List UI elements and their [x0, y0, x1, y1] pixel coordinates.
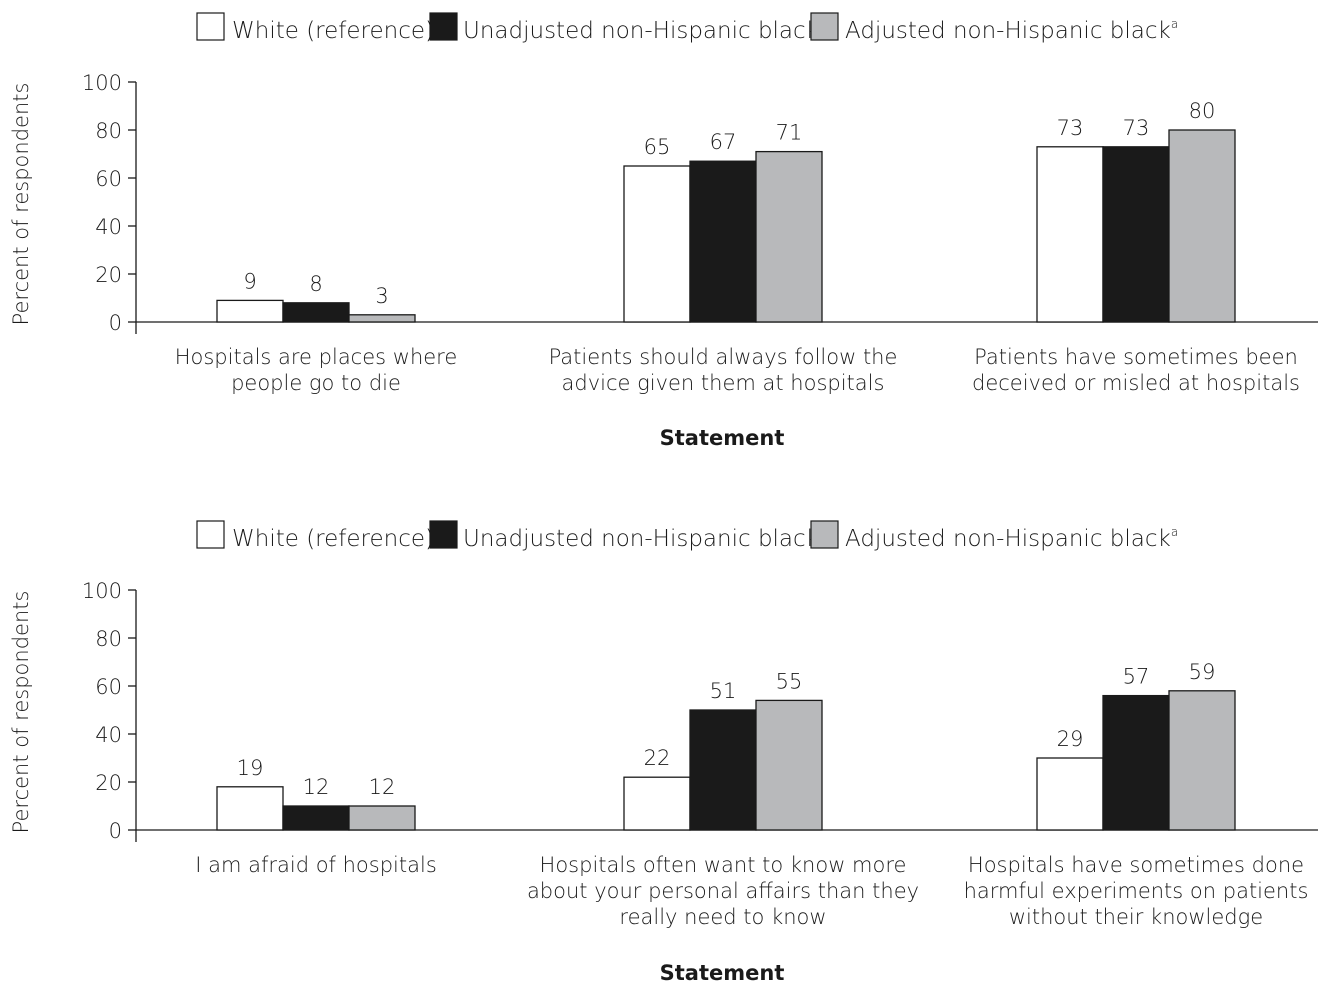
category-label-line: people go to die [231, 371, 401, 395]
data-label-3-series-3: 80 [1189, 99, 1216, 123]
bar-2-series-2 [689, 160, 757, 323]
legend-swatch-2 [429, 520, 458, 549]
data-label-3-series-3: 59 [1189, 660, 1216, 684]
category-label-line: Hospitals are places where [175, 345, 458, 369]
data-label-2-series-2: 67 [710, 130, 737, 154]
category-label-3: Patients have sometimes been deceived or … [972, 345, 1300, 395]
legend-label-1: White (reference) [232, 18, 434, 44]
bar-3-series-1 [1036, 146, 1104, 323]
y-tick-label-80: 80 [95, 119, 122, 143]
data-label-2-series-3: 55 [776, 669, 803, 693]
legend-label-3: Adjusted non-Hispanic blacka [845, 525, 1178, 552]
data-label-3-series-2: 57 [1123, 665, 1150, 689]
y-tick-label-100: 100 [82, 579, 122, 603]
category-label-3: Hospitals have sometimes done harmful exp… [964, 853, 1309, 929]
category-label-line: Hospitals often want to know more [540, 853, 907, 877]
legend-superscript: a [1171, 17, 1178, 31]
category-label-line: Hospitals have sometimes done [968, 853, 1304, 877]
bar-2-series-3 [755, 150, 823, 323]
category-label-1: I am afraid of hospitals [195, 853, 437, 877]
legend: White (reference) Unadjusted non-Hispanic… [196, 12, 1178, 44]
y-tick-label-0: 0 [109, 819, 122, 843]
category-label-line: advice given them at hospitals [562, 371, 885, 395]
category-label-line: deceived or misled at hospitals [972, 371, 1300, 395]
bar-1-series-2 [282, 302, 350, 323]
legend-swatch-1 [196, 12, 225, 41]
data-label-1-series-3: 12 [369, 775, 396, 799]
category-label-line: about your personal affairs than they [527, 879, 919, 903]
category-label-line: without their knowledge [1009, 905, 1263, 929]
category-label-line: really need to know [619, 905, 826, 929]
legend-label-2: Unadjusted non-Hispanic black [463, 526, 819, 552]
bar-3-series-1 [1036, 757, 1104, 831]
y-tick-label-0: 0 [109, 311, 122, 335]
chart-panel-2: White (reference) Unadjusted non-Hispanic… [9, 520, 1318, 984]
legend-swatch-1 [196, 520, 225, 549]
legend-swatch-3 [810, 520, 839, 549]
category-label-line: Patients have sometimes been [974, 345, 1298, 369]
data-label-1-series-2: 8 [309, 272, 322, 296]
legend-swatch-2 [429, 12, 458, 41]
y-tick-label-80: 80 [95, 627, 122, 651]
legend: White (reference) Unadjusted non-Hispanic… [196, 520, 1178, 552]
y-tick-label-20: 20 [95, 263, 122, 287]
category-label-2: Patients should always follow the advice … [549, 345, 898, 395]
legend-superscript: a [1171, 525, 1178, 539]
y-tick-label-20: 20 [95, 771, 122, 795]
bar-2-series-2 [689, 709, 757, 831]
bar-3-series-2 [1102, 694, 1170, 831]
category-label-1: Hospitals are places where people go to d… [175, 345, 458, 395]
bar-1-series-3 [348, 314, 416, 323]
bar-1-series-1 [216, 299, 284, 323]
data-label-2-series-1: 65 [644, 135, 671, 159]
data-label-1-series-2: 12 [303, 775, 330, 799]
bar-2-series-1 [623, 776, 691, 831]
data-label-3-series-1: 73 [1057, 116, 1084, 140]
y-tick-label-40: 40 [95, 215, 122, 239]
data-label-1-series-3: 3 [375, 284, 388, 308]
y-tick-label-100: 100 [82, 71, 122, 95]
bar-1-series-1 [216, 786, 284, 831]
category-label-line: I am afraid of hospitals [195, 853, 437, 877]
bar-3-series-3 [1168, 129, 1236, 323]
data-label-1-series-1: 19 [237, 756, 264, 780]
y-axis-label: Percent of respondents [9, 83, 33, 326]
y-tick-label-60: 60 [95, 675, 122, 699]
bar-3-series-3 [1168, 690, 1236, 831]
legend-label-1: White (reference) [232, 526, 434, 552]
x-axis-label: Statement [660, 426, 785, 450]
category-label-line: Patients should always follow the [549, 345, 898, 369]
category-label-2: Hospitals often want to know more about y… [527, 853, 919, 929]
bar-1-series-3 [348, 805, 416, 831]
data-label-2-series-1: 22 [644, 746, 671, 770]
x-axis-label: Statement [660, 961, 785, 984]
bar-2-series-3 [755, 699, 823, 831]
data-label-2-series-2: 51 [710, 679, 737, 703]
data-label-3-series-2: 73 [1123, 116, 1150, 140]
chart-panel-1: White (reference) Unadjusted non-Hispanic… [9, 12, 1318, 450]
y-tick-label-40: 40 [95, 723, 122, 747]
category-label-line: harmful experiments on patients [964, 879, 1309, 903]
y-axis-label: Percent of respondents [9, 591, 33, 834]
bar-3-series-2 [1102, 146, 1170, 323]
bar-2-series-1 [623, 165, 691, 323]
bar-1-series-2 [282, 805, 350, 831]
data-label-2-series-3: 71 [776, 121, 803, 145]
legend-label-2: Unadjusted non-Hispanic black [463, 18, 819, 44]
data-label-3-series-1: 29 [1057, 727, 1084, 751]
legend-label-3: Adjusted non-Hispanic blacka [845, 17, 1178, 44]
y-tick-label-60: 60 [95, 167, 122, 191]
legend-swatch-3 [810, 12, 839, 41]
data-label-1-series-1: 9 [243, 269, 256, 293]
